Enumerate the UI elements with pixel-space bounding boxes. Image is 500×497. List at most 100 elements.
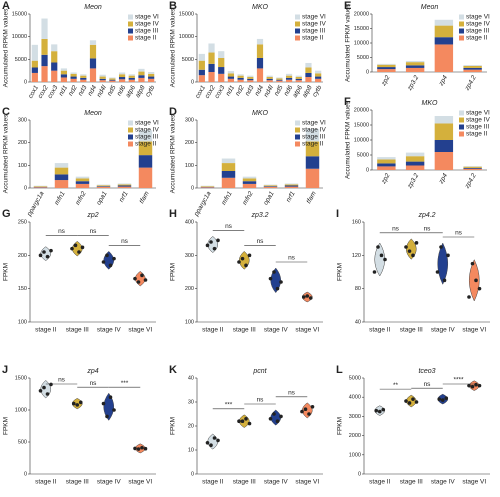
data-point <box>78 400 83 405</box>
x-tick-label: stage IV <box>264 479 289 486</box>
bar-segment <box>405 62 425 66</box>
panel-letter: D <box>169 106 177 118</box>
significance-label: ns <box>58 228 66 235</box>
x-tick-label: opa1 <box>262 190 275 206</box>
x-tick-label: stage II <box>202 327 224 334</box>
bar-segment <box>295 75 302 78</box>
data-point <box>307 412 311 416</box>
data-point <box>374 408 379 413</box>
legend-label: stage VI <box>302 14 326 21</box>
panel-letter: I <box>336 208 339 220</box>
bar-segment <box>41 18 48 39</box>
bar-segment <box>41 66 48 82</box>
legend-label: stage IV <box>466 21 491 28</box>
y-tick-label: 0 <box>358 471 361 477</box>
bar-segment <box>285 79 293 82</box>
bar-segment <box>434 44 454 72</box>
bar-segment <box>128 77 135 80</box>
bar-segment <box>31 67 38 73</box>
bar-segment <box>315 70 322 74</box>
bar-segment <box>305 72 312 78</box>
bar-segment <box>96 184 111 186</box>
x-tick-label: nd5 <box>106 84 118 97</box>
bar-segment <box>227 78 235 82</box>
bar-segment <box>284 186 299 188</box>
bar-segment <box>148 76 155 79</box>
data-point <box>205 243 210 248</box>
bar-segment <box>138 71 145 76</box>
legend-label: stage III <box>466 124 489 131</box>
data-point <box>212 436 217 440</box>
x-tick-label: tfam <box>305 190 318 205</box>
data-point <box>381 407 386 412</box>
y-tick-label: 1000 <box>349 452 361 458</box>
data-point <box>275 286 280 291</box>
significance-label: ns <box>58 377 66 384</box>
data-point <box>376 245 380 249</box>
y-tick-label: 0 <box>366 167 369 173</box>
bar-segment <box>276 79 283 81</box>
bar-segment <box>51 51 58 63</box>
legend-label: stage III <box>135 28 158 35</box>
data-point <box>49 382 53 387</box>
data-point <box>372 270 377 274</box>
y-tick-label: 0 <box>191 79 194 85</box>
bar-segment <box>200 186 215 187</box>
data-point <box>404 399 408 403</box>
legend-swatch <box>128 35 133 41</box>
bar-segment <box>54 180 69 188</box>
y-axis-label: Accumulated RPKM values <box>3 114 10 194</box>
data-point <box>411 253 415 258</box>
y-tick-label: 100 <box>18 319 27 325</box>
bar-segment <box>247 78 254 81</box>
x-tick-label: nd1 <box>58 84 70 97</box>
x-tick-label: nd2 <box>234 84 246 97</box>
bar-segment <box>463 166 482 168</box>
data-point <box>411 397 415 401</box>
bar-segment <box>99 74 106 77</box>
y-tick-label: 15000 <box>354 26 369 32</box>
data-point <box>143 446 148 451</box>
violin <box>270 267 282 294</box>
bar-segment <box>148 72 155 74</box>
bar-segment <box>109 77 116 79</box>
violin <box>238 250 250 270</box>
x-tick-label: nd6 <box>116 84 128 97</box>
bar-segment <box>198 69 205 76</box>
bar-segment <box>247 77 254 79</box>
panel-letter: A <box>2 0 10 12</box>
bar-segment <box>118 74 126 78</box>
bar-segment <box>33 186 48 187</box>
bar-segment <box>138 167 153 188</box>
y-tick-label: 10000 <box>179 34 194 40</box>
bar-segment <box>295 78 302 81</box>
data-point <box>437 397 442 401</box>
data-point <box>301 295 306 299</box>
panel-title: MKO <box>422 100 439 107</box>
x-tick-label: zp2 <box>380 74 392 88</box>
panel-letter: J <box>2 364 8 376</box>
panel-letter: L <box>336 364 343 376</box>
x-tick-label: stage IV <box>97 479 122 486</box>
data-point <box>216 238 220 243</box>
legend-label: stage II <box>135 35 157 42</box>
bar-segment <box>242 183 257 188</box>
bar-segment <box>305 156 320 169</box>
x-tick-label: zp4 <box>437 172 449 186</box>
bar-segment <box>256 57 264 69</box>
bar-segment <box>377 157 396 160</box>
data-point <box>442 278 447 283</box>
x-tick-label: nrf1 <box>118 190 130 204</box>
x-tick-label: stage III <box>233 327 256 334</box>
data-point <box>140 273 144 278</box>
bar-segment <box>218 73 225 82</box>
significance-label: *** <box>225 402 233 409</box>
bar-segment <box>218 67 225 74</box>
x-tick-label: nd3 <box>244 84 256 97</box>
violin <box>40 380 52 399</box>
bar-segment <box>227 73 235 77</box>
bar-segment <box>75 181 90 184</box>
bar-segment <box>377 163 396 167</box>
bar-segment <box>463 69 482 72</box>
